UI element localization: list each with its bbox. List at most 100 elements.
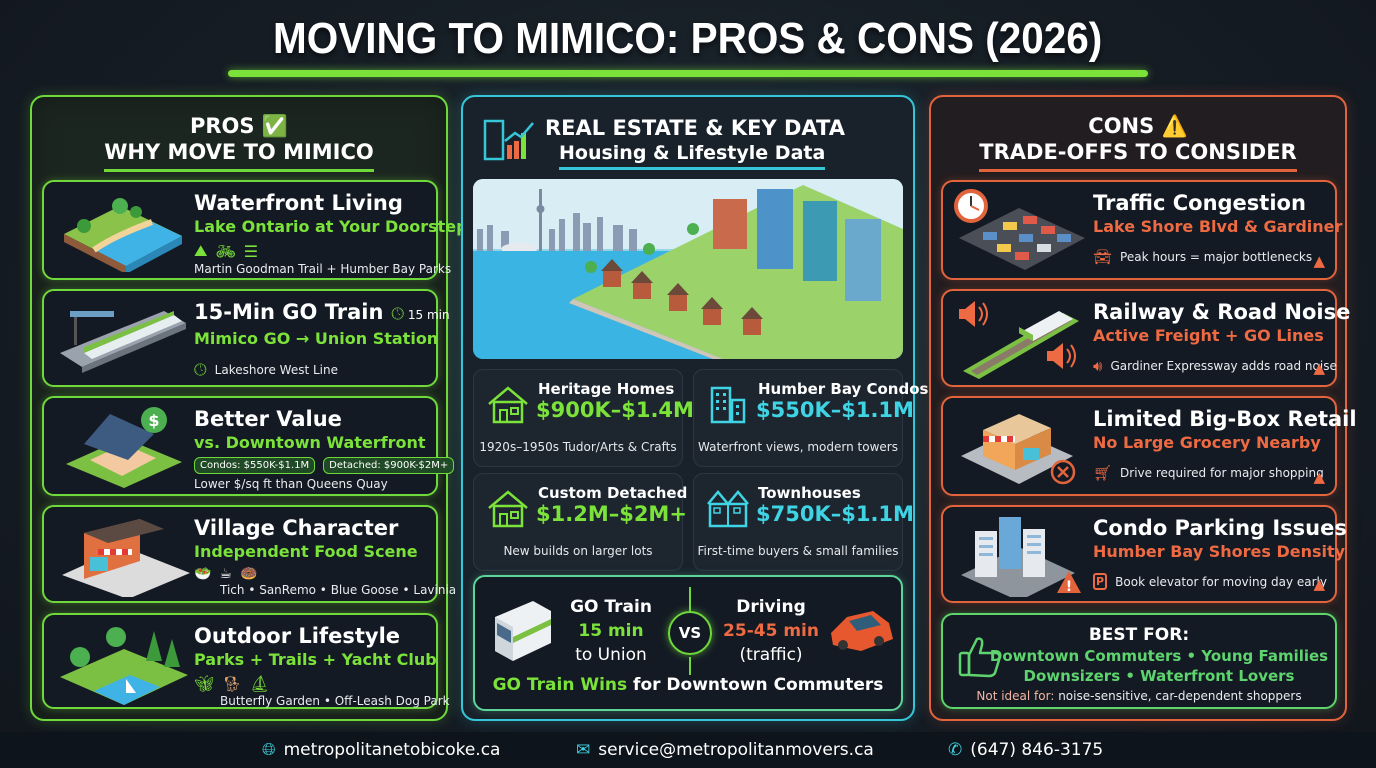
email-link[interactable]: ✉ service@metropolitanmovers.ca (576, 740, 874, 760)
not-ideal-label: Not ideal for: (976, 689, 1055, 703)
dessert-icon: 🍩 (240, 566, 258, 582)
chart-building-icon (483, 119, 534, 161)
verdict-highlight: GO Train Wins (492, 675, 628, 695)
card-subtitle: Independent Food Scene (194, 542, 418, 561)
email-text: service@metropolitanmovers.ca (598, 740, 874, 760)
data-subheading: Housing & Lifestyle Data (559, 141, 826, 170)
pros-column: PROS ✅ WHY MOVE TO MIMICO Waterfront Liv… (30, 95, 468, 721)
verdict-rest: for Downtown Commuters (627, 675, 884, 695)
housing-type: Humber Bay Condos (758, 380, 929, 398)
housing-type: Heritage Homes (538, 380, 675, 398)
hiking-icon: ⛰ (194, 241, 208, 260)
best-for-line-2: Downsizers • Waterfront Lovers (1023, 667, 1295, 685)
card-detail: Drive required for major shopping (1120, 466, 1324, 480)
card-title: Traffic Congestion (1093, 191, 1306, 215)
card-detail: Gardiner Expressway adds road noise (1110, 359, 1337, 373)
housing-card-townhouses: Townhouses $750K–$1.1M First-time buyers… (693, 473, 914, 571)
card-title-text: 15-Min GO Train (194, 300, 384, 324)
phone-link[interactable]: ✆ (647) 846-3175 (948, 740, 1103, 760)
food-icon: 🥗 (194, 566, 212, 582)
not-ideal-for: Not ideal for: noise-sensitive, car-depe… (943, 689, 1335, 703)
warning-icon: ▲ (1313, 468, 1325, 486)
cons-column: CONS ⚠️ TRADE-OFFS TO CONSIDER Traffic C… (929, 95, 1357, 721)
housing-price: $750K–$1.1M (756, 502, 914, 526)
card-detail: Tich • SanRemo • Blue Goose • Lavinia (220, 583, 457, 597)
warning-icon: ▲ (1313, 252, 1325, 270)
pro-card-waterfront: Waterfront Living Lake Ontario at Your D… (42, 180, 468, 280)
con-card-parking: ! Condo Parking Issues Humber Bay Shores… (941, 505, 1347, 603)
condo-tower-icon (710, 386, 746, 424)
compare-time: 25-45 min (723, 621, 819, 641)
svg-text:!: ! (1066, 579, 1072, 595)
card-title: Condo Parking Issues (1093, 516, 1347, 540)
park-illustration (60, 627, 188, 705)
card-detail: Butterfly Garden • Off-Leash Dog Park (220, 694, 450, 708)
data-header: REAL ESTATE & KEY DATA Housing & Lifesty… (545, 115, 845, 170)
speaker-icon: 🔊︎ (1093, 357, 1103, 375)
pro-card-outdoor: Outdoor Lifestyle Parks + Trails + Yacht… (42, 613, 450, 709)
housing-card-detached: Custom Detached $1.2M–$2M+ New builds on… (473, 473, 687, 571)
card-title: Limited Big-Box Retail (1093, 407, 1357, 431)
pro-card-better-value: $ Better Value vs. Downtown Waterfront C… (42, 396, 455, 496)
divider (689, 587, 691, 611)
sailboat-icon: ⛵︎ (249, 674, 270, 693)
card-title: 15-Min GO Train 🕓︎ 15 min (194, 299, 450, 328)
header: MOVING TO MIMICO: PROS & CONS (2026) (0, 14, 1376, 64)
mail-icon: ✉ (576, 740, 591, 760)
card-title: Village Character (194, 516, 399, 540)
compare-note: to Union (575, 645, 647, 665)
clock-icon: 🕓︎ (391, 304, 405, 323)
svg-text:$: $ (148, 411, 159, 430)
con-card-noise: Railway & Road Noise Active Freight + GO… (941, 289, 1350, 387)
housing-note: Waterfront views, modern towers (698, 440, 898, 454)
house-dollar-illustration: $ (66, 407, 182, 488)
page-title: MOVING TO MIMICO: PROS & CONS (2026) (273, 14, 1103, 63)
card-detail: Lakeshore West Line (214, 363, 338, 377)
divider (689, 657, 691, 675)
card-detail: Martin Goodman Trail + Humber Bay Parks (194, 262, 452, 276)
housing-price: $1.2M–$2M+ (536, 502, 687, 526)
condo-towers-illustration: ! (961, 517, 1081, 597)
railway-noise-illustration (959, 301, 1079, 379)
card-subtitle: No Large Grocery Nearby (1093, 433, 1321, 452)
phone-icon: ✆ (948, 740, 963, 760)
card-subtitle: Mimico GO → Union Station (194, 329, 439, 348)
townhouse-icon (707, 490, 749, 528)
card-subtitle: Humber Bay Shores Density (1093, 542, 1346, 561)
card-detail: Peak hours = major bottlenecks (1120, 250, 1313, 264)
thumbs-up-icon (958, 637, 1001, 678)
website-text: metropolitanetobicoke.ca (283, 740, 501, 760)
clock-icon: 🕓︎ (194, 360, 207, 379)
driving-stats: Driving 25-45 min (traffic) (715, 595, 827, 667)
best-for-panel: BEST FOR: Downtown Commuters • Young Fam… (941, 613, 1337, 709)
condo-price-pill: Condos: $550K-$1.1M (194, 457, 316, 474)
card-detail: Book elevator for moving day early (1115, 574, 1327, 589)
housing-card-condos: Humber Bay Condos $550K–$1.1M Waterfront… (693, 369, 928, 467)
vs-badge: VS (668, 611, 712, 655)
shopping-cart-icon: 🛒︎ (1093, 464, 1113, 482)
con-card-retail: Limited Big-Box Retail No Large Grocery … (941, 396, 1357, 496)
data-heading: REAL ESTATE & KEY DATA (545, 116, 845, 140)
store-illustration (961, 414, 1076, 485)
time-badge-text: 15 min (407, 308, 450, 322)
card-title: Waterfront Living (194, 191, 403, 215)
pro-card-village: Village Character Independent Food Scene… (42, 505, 457, 603)
housing-price: $550K–$1.1M (756, 398, 914, 422)
cons-heading: CONS ⚠️ (1088, 114, 1188, 138)
pros-subheading: WHY MOVE TO MIMICO (104, 139, 374, 172)
card-subtitle: Active Freight + GO Lines (1093, 326, 1324, 345)
comparison-verdict: GO Train Wins for Downtown Commuters (475, 675, 901, 695)
card-detail: Lower $/sq ft than Queens Quay (194, 477, 388, 491)
compare-note: (traffic) (739, 645, 803, 665)
card-subtitle: Parks + Trails + Yacht Club (194, 650, 437, 669)
pros-heading: PROS ✅ (190, 114, 288, 138)
best-for-title: BEST FOR: (1088, 625, 1190, 645)
mimico-waterfront-illustration (473, 179, 903, 359)
train-station-illustration (60, 311, 186, 373)
title-underline (228, 70, 1148, 77)
pro-card-go-train: 15-Min GO Train 🕓︎ 15 min Mimico GO → Uni… (42, 289, 450, 387)
website-link[interactable]: 🌐︎ metropolitanetobicoke.ca (262, 740, 500, 760)
not-ideal-text: noise-sensitive, car-dependent shoppers (1054, 689, 1302, 703)
dog-icon: 🐕︎ (222, 674, 242, 693)
housing-note: 1920s–1950s Tudor/Arts & Crafts (479, 440, 677, 454)
